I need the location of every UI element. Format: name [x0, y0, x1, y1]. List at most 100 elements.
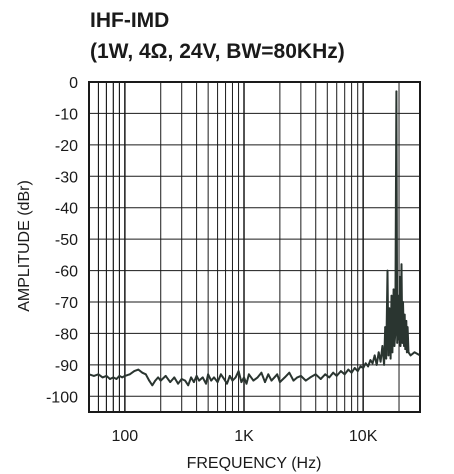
data-point — [109, 378, 111, 380]
data-point — [400, 263, 403, 266]
data-point — [402, 301, 404, 303]
data-point — [404, 348, 407, 350]
data-point — [234, 376, 237, 379]
data-point — [237, 370, 240, 372]
data-point — [201, 376, 204, 379]
data-point — [124, 375, 126, 377]
x-tick-labels: 100 1K 10K — [112, 428, 378, 445]
data-point — [343, 373, 346, 376]
data-point — [248, 373, 250, 376]
data-point — [256, 376, 259, 379]
data-point — [97, 373, 100, 376]
data-point — [240, 381, 243, 383]
data-point — [141, 371, 144, 374]
data-point — [93, 375, 95, 377]
y-tick-label: -100 — [46, 389, 78, 406]
data-point — [121, 376, 124, 379]
data-point — [353, 367, 356, 369]
data-point — [396, 342, 399, 344]
data-point — [300, 375, 302, 377]
data-point — [276, 373, 279, 376]
data-point — [399, 345, 402, 347]
data-point — [386, 269, 389, 272]
data-point — [328, 376, 331, 379]
data-point — [187, 384, 190, 387]
data-point — [385, 357, 388, 360]
data-point — [115, 378, 118, 380]
data-point — [406, 351, 408, 354]
y-tick-label: -60 — [55, 264, 78, 281]
y-tick-label: -20 — [55, 138, 78, 155]
data-point — [205, 382, 207, 385]
y-tick-label: -90 — [55, 358, 78, 375]
data-point — [319, 378, 322, 380]
data-point — [273, 376, 276, 379]
data-point — [371, 362, 374, 365]
data-point — [169, 381, 172, 383]
data-point — [228, 375, 231, 377]
y-tick-label: -80 — [55, 326, 78, 343]
data-point — [375, 364, 378, 366]
data-point — [252, 379, 255, 382]
data-point — [398, 276, 401, 278]
y-tick-labels: 0 -10 -20 -30 -40 -50 -60 -70 -80 -90 -100 — [46, 75, 78, 406]
data-point — [395, 90, 398, 93]
data-point — [381, 345, 384, 347]
data-point — [198, 379, 201, 382]
data-point — [397, 294, 399, 297]
data-point — [359, 365, 362, 368]
data-point — [398, 338, 400, 341]
data-point — [390, 294, 393, 297]
data-point — [350, 371, 353, 374]
data-point — [406, 326, 409, 328]
y-axis-label: AMPLITUDE (dBr) — [16, 180, 33, 312]
y-tick-label: -50 — [55, 232, 78, 249]
data-point — [267, 373, 270, 376]
data-point — [148, 379, 151, 382]
data-point — [391, 351, 394, 354]
data-point — [347, 368, 350, 371]
data-point — [164, 375, 167, 377]
series-layer — [88, 90, 421, 387]
data-point — [154, 379, 157, 382]
data-point — [157, 376, 160, 379]
data-point — [213, 376, 215, 379]
data-point — [356, 370, 359, 372]
data-point — [377, 351, 380, 354]
data-point — [173, 376, 176, 379]
data-point — [283, 376, 286, 379]
data-point — [260, 371, 263, 374]
x-axis-label: FREQUENCY (Hz) — [187, 455, 322, 472]
data-point — [364, 362, 367, 365]
y-tick-label: 0 — [69, 75, 78, 92]
data-point — [332, 371, 335, 374]
x-tick-label: 10K — [349, 428, 378, 445]
data-point — [279, 381, 281, 383]
data-point — [180, 378, 183, 380]
data-point — [231, 379, 234, 382]
data-point — [304, 379, 307, 382]
x-tick-label: 1K — [234, 428, 254, 445]
data-point — [383, 364, 385, 366]
data-point — [270, 379, 273, 382]
data-point — [243, 376, 245, 379]
data-point — [405, 320, 408, 322]
data-point — [207, 373, 210, 376]
data-point — [413, 351, 416, 354]
data-point — [401, 342, 404, 344]
data-point — [324, 373, 327, 376]
grid — [89, 81, 420, 412]
data-point — [105, 375, 108, 377]
data-point — [195, 375, 198, 377]
data-point — [392, 288, 395, 291]
series-line — [88, 90, 421, 387]
data-point — [144, 373, 147, 376]
plot-frame — [88, 81, 421, 413]
data-point — [314, 373, 317, 376]
data-point — [177, 382, 180, 385]
data-point — [288, 371, 291, 374]
data-point — [394, 332, 397, 335]
data-point — [335, 375, 338, 377]
data-point — [387, 354, 390, 357]
data-point — [223, 378, 226, 380]
